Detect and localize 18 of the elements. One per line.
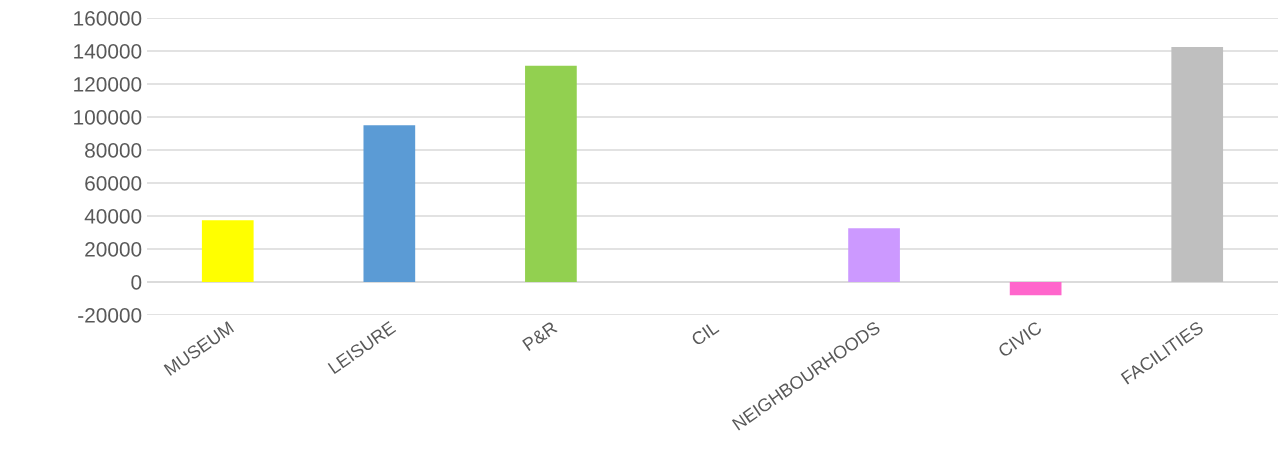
y-tick-label: 100000 bbox=[74, 110, 142, 125]
bar bbox=[363, 125, 416, 282]
y-tick-label: -20000 bbox=[78, 308, 142, 323]
x-tick-label: CIL bbox=[690, 320, 720, 347]
bar bbox=[1009, 282, 1062, 296]
y-tick-label: 80000 bbox=[85, 143, 142, 158]
y-tick-label: 60000 bbox=[85, 176, 142, 191]
y-tick-label: 0 bbox=[131, 275, 142, 290]
bar bbox=[1171, 46, 1224, 282]
y-tick-label: 120000 bbox=[74, 77, 142, 92]
y-tick-label: 160000 bbox=[74, 11, 142, 26]
y-tick-label: 20000 bbox=[85, 242, 142, 257]
bar bbox=[525, 65, 577, 282]
bar bbox=[201, 220, 254, 282]
y-tick-label: 40000 bbox=[84, 209, 142, 224]
x-tick-label: P&R bbox=[522, 320, 558, 352]
y-tick-label: 140000 bbox=[74, 44, 142, 59]
bar bbox=[848, 228, 900, 282]
